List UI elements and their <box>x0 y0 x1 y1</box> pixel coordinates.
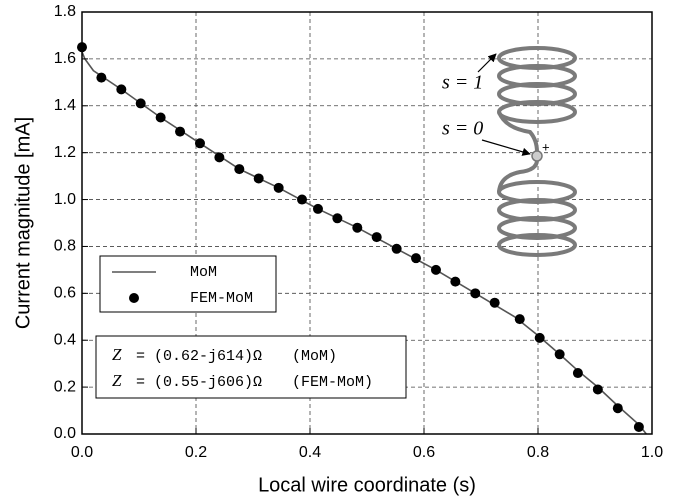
data-point <box>470 288 481 299</box>
impedance-method: (MoM) <box>292 348 337 365</box>
data-point <box>273 182 284 193</box>
data-point <box>554 349 565 360</box>
y-tick-label: 1.4 <box>54 97 76 114</box>
data-point <box>450 276 461 287</box>
data-point <box>175 126 186 137</box>
y-tick-label: 1.2 <box>54 144 76 161</box>
data-point <box>312 203 323 214</box>
annotation: s = 0 <box>442 118 483 140</box>
data-point <box>371 232 382 243</box>
data-point <box>332 213 343 224</box>
y-axis-label: Current magnitude [mA] <box>12 117 34 329</box>
annotation: s = 1 <box>442 72 483 94</box>
impedance-symbol: Z <box>112 371 122 390</box>
data-point <box>135 98 146 109</box>
data-point <box>534 332 545 343</box>
data-point <box>96 72 107 83</box>
impedance-symbol: Z <box>112 345 122 364</box>
y-tick-label: 0.0 <box>54 425 76 442</box>
data-point <box>214 152 225 163</box>
data-point <box>116 84 127 95</box>
data-point <box>430 264 441 275</box>
y-tick-label: 0.6 <box>54 285 76 302</box>
y-tick-label: 0.8 <box>54 238 76 255</box>
annotation: + <box>542 139 550 154</box>
data-point <box>234 164 245 175</box>
x-tick-label: 0.0 <box>71 444 93 461</box>
data-point <box>155 112 166 123</box>
x-tick-label: 0.4 <box>299 444 321 461</box>
data-point <box>514 314 525 325</box>
data-point <box>297 194 308 205</box>
impedance-list: Z = (0.62-j614)Ω (MoM) Z = (0.55-j606)Ω (FEM-… <box>112 345 373 391</box>
y-tick-label: 0.4 <box>54 331 76 348</box>
axes-frame <box>81 11 653 435</box>
data-point <box>612 403 623 414</box>
data-point <box>411 253 422 264</box>
plot-area <box>77 42 647 435</box>
x-tick-label: 1.0 <box>641 444 663 461</box>
data-point <box>391 243 402 254</box>
y-tick-label: 0.2 <box>54 378 76 395</box>
data-point <box>253 173 264 184</box>
x-tick-label: 0.2 <box>185 444 207 461</box>
y-tick-label: 1.8 <box>54 3 76 20</box>
impedance-box <box>95 335 407 399</box>
legend-entry: MoM <box>190 264 217 281</box>
impedance-value: = (0.55-j606)Ω <box>136 374 262 391</box>
y-tick-label: 1.6 <box>54 50 76 67</box>
helix-illustration <box>477 46 577 257</box>
legend <box>99 255 277 313</box>
y-tick-label: 1.0 <box>54 191 76 208</box>
data-point <box>572 368 583 379</box>
x-tick-label: 0.8 <box>527 444 549 461</box>
data-point <box>592 384 603 395</box>
data-point <box>489 297 500 308</box>
x-axis-label: Local wire coordinate (s) <box>258 474 476 496</box>
impedance-value: = (0.62-j614)Ω <box>136 348 262 365</box>
legend-entry: FEM-MoM <box>190 290 253 307</box>
impedance-method: (FEM-MoM) <box>292 374 373 391</box>
x-tick-label: 0.6 <box>413 444 435 461</box>
data-point <box>352 222 363 233</box>
data-point <box>194 138 205 149</box>
data-point <box>633 421 644 432</box>
legend-marker <box>129 293 139 303</box>
